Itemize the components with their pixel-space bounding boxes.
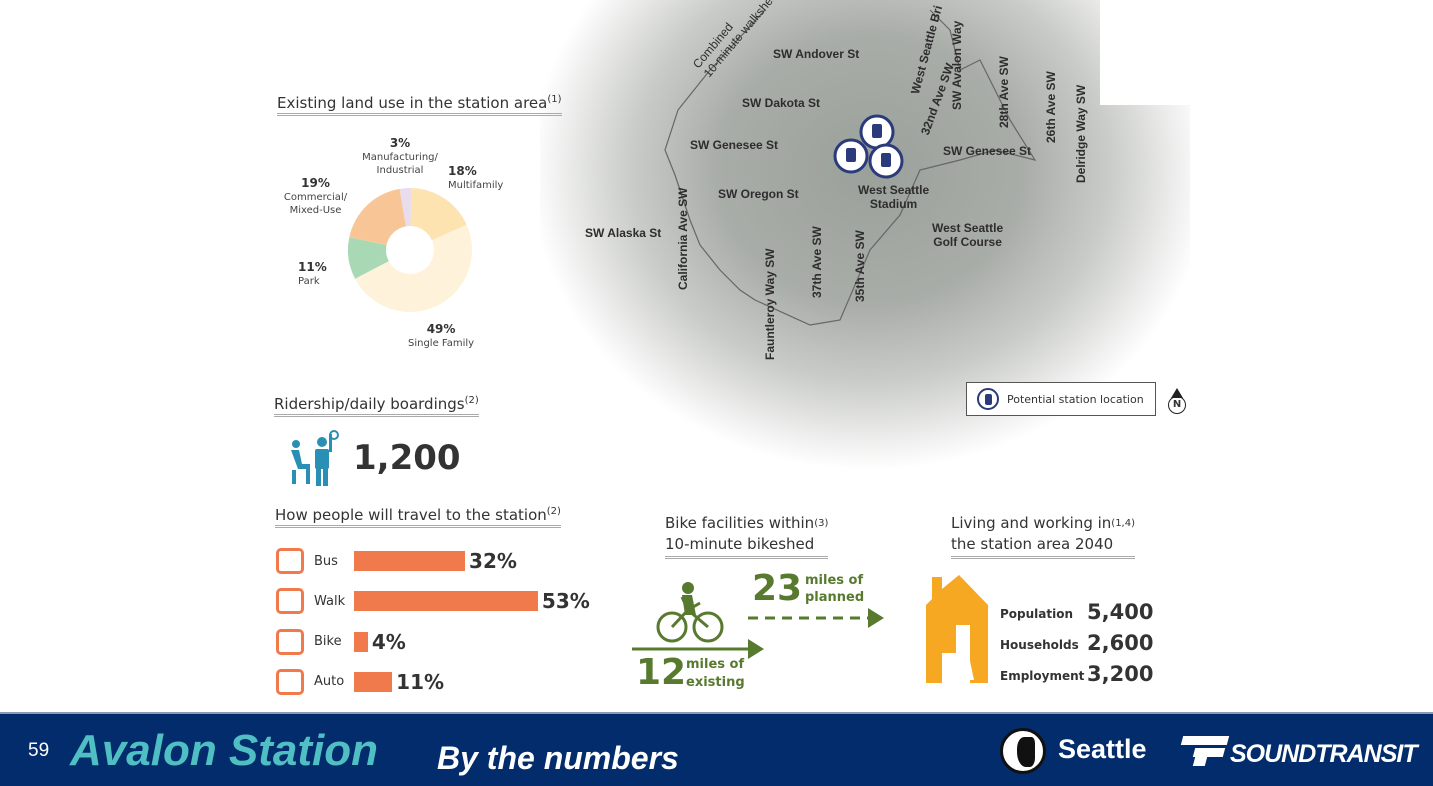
seattle-seal-icon bbox=[1000, 728, 1046, 774]
donut-slice bbox=[355, 224, 472, 312]
street-label: 28th Ave SW bbox=[997, 56, 1011, 128]
subtitle: By the numbers bbox=[437, 740, 679, 776]
stat-label: Households bbox=[1000, 638, 1079, 652]
legend-label: Potential station location bbox=[1007, 392, 1144, 406]
mode-bar bbox=[354, 631, 368, 652]
bus-icon bbox=[276, 548, 304, 574]
riders-icon bbox=[291, 430, 339, 486]
footer-bar: 59 Avalon Station By the numbers Seattle… bbox=[0, 712, 1433, 786]
existing-miles: 12 bbox=[636, 652, 687, 693]
ridership-value: 1,200 bbox=[353, 438, 461, 478]
stadium-label: West Seattle Stadium bbox=[858, 183, 930, 211]
label-park: 11% Park bbox=[298, 260, 327, 288]
donut-slice bbox=[410, 188, 467, 241]
map-legend: Potential station location bbox=[966, 382, 1156, 416]
bike-graphic bbox=[632, 582, 884, 659]
stat-value: 2,600 bbox=[1087, 631, 1154, 655]
mode-label: Bike bbox=[314, 634, 342, 650]
street-label: SW Genesee St bbox=[943, 144, 1032, 158]
walk-icon bbox=[276, 588, 304, 615]
mode-label: Bus bbox=[314, 553, 338, 569]
car-icon bbox=[276, 668, 304, 695]
mode-percent: 32% bbox=[469, 549, 517, 573]
street-label: Delridge Way SW bbox=[1074, 84, 1088, 183]
station-title: Avalon Station bbox=[70, 726, 379, 775]
planned-label: miles of planned bbox=[805, 573, 865, 605]
land-use-donut-chart bbox=[348, 188, 472, 312]
mode-bar bbox=[354, 671, 393, 692]
planned-miles: 23 bbox=[752, 568, 803, 609]
mode-label: Auto bbox=[314, 674, 345, 690]
station-location-icon[interactable] bbox=[830, 112, 910, 184]
travel-title: How people will travel to the station(2) bbox=[275, 506, 561, 528]
existing-label: miles of existing bbox=[686, 657, 745, 690]
ridership-title: Ridership/daily boardings(2) bbox=[274, 395, 479, 417]
street-label: Fauntleroy Way SW bbox=[763, 248, 777, 360]
street-label: SW Genesee St bbox=[690, 138, 779, 152]
street-label: SW Andover St bbox=[773, 47, 860, 61]
label-commercial: 19% Commercial/ Mixed-Use bbox=[283, 176, 348, 217]
label-multifamily: 18% Multifamily bbox=[448, 164, 504, 192]
stat-label: Employment bbox=[1000, 669, 1085, 683]
living-title: Living and working in(1,4) the station ar… bbox=[951, 513, 1136, 559]
arrow-icon bbox=[748, 639, 764, 659]
label-single-family: 49% Single Family bbox=[408, 322, 475, 350]
mode-label: Walk bbox=[314, 593, 346, 609]
seattle-logo: Seattle bbox=[1058, 734, 1147, 764]
street-label: SW Alaska St bbox=[585, 226, 662, 240]
arrow-icon bbox=[868, 608, 884, 628]
house-worker-icon bbox=[926, 575, 988, 683]
mode-percent: 11% bbox=[396, 669, 445, 694]
stat-value: 5,400 bbox=[1087, 600, 1154, 624]
street-label: SW Avalon Way bbox=[950, 20, 964, 110]
walkshed-boundary bbox=[664, 9, 1037, 326]
soundtransit-logo: SoundTransit bbox=[1230, 740, 1418, 768]
street-label: SW Dakota St bbox=[742, 96, 821, 110]
station-area-map[interactable]: Combined 10-minute walkshed SW Andover St… bbox=[540, 0, 1190, 470]
mode-bar bbox=[354, 591, 538, 612]
label-manufacturing: 3% Manufacturing/ Industrial bbox=[362, 136, 438, 177]
bike-title: Bike facilities within(3) 10-minute bikes… bbox=[665, 513, 829, 559]
station-icon bbox=[977, 388, 999, 410]
land-use-title: Existing land use in the station area(1) bbox=[277, 94, 562, 116]
cyclist-icon bbox=[682, 582, 694, 594]
north-arrow-icon: N bbox=[1165, 388, 1189, 414]
mode-percent: 4% bbox=[371, 629, 406, 654]
street-label: 37th Ave SW bbox=[810, 226, 824, 298]
stat-value: 3,200 bbox=[1087, 662, 1154, 686]
donut-slice bbox=[349, 188, 406, 246]
street-label: 26th Ave SW bbox=[1044, 71, 1058, 143]
street-label: California Ave SW bbox=[676, 187, 690, 290]
stat-label: Population bbox=[1000, 607, 1074, 621]
soundtransit-logo-icon bbox=[1180, 736, 1230, 766]
donut-slice bbox=[348, 237, 389, 279]
mode-bar bbox=[354, 551, 466, 571]
donut-slice bbox=[399, 188, 412, 227]
street-label: SW Oregon St bbox=[718, 187, 799, 201]
page-number: 59 bbox=[28, 740, 50, 761]
bike-icon bbox=[276, 628, 304, 655]
street-label: 35th Ave SW bbox=[853, 230, 867, 302]
golf-course-label: West Seattle Golf Course bbox=[932, 221, 1004, 249]
mode-percent: 53% bbox=[541, 589, 590, 614]
